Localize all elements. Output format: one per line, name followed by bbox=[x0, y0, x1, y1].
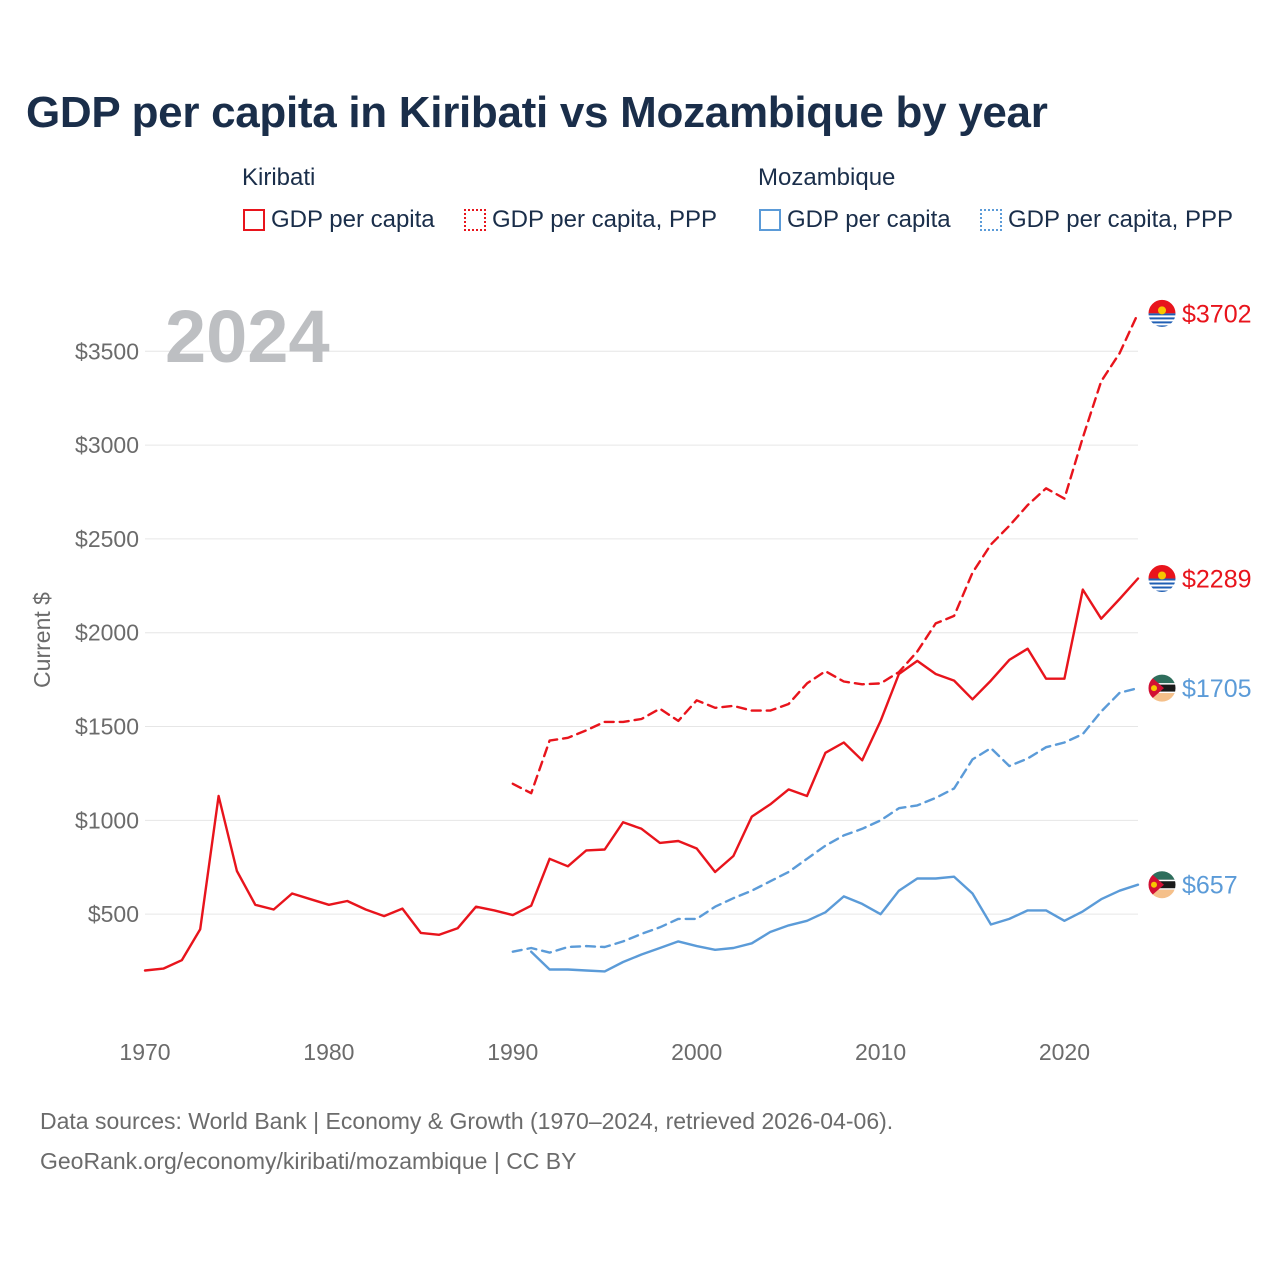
kiribati-flag-icon bbox=[1147, 298, 1177, 328]
axis-layer: $500 $1000 $1500 $2000 $2500 $3000 $3500 1970 19… bbox=[29, 338, 1090, 1065]
y-tick-label: $3500 bbox=[75, 338, 139, 364]
x-tick-label: 2020 bbox=[1039, 1039, 1090, 1065]
series-line-1[interactable] bbox=[511, 312, 1140, 795]
series-layer bbox=[143, 312, 1140, 973]
grid-layer bbox=[145, 350, 1138, 915]
legend-label: GDP per capita, PPP bbox=[492, 206, 717, 233]
y-tick-label: $1000 bbox=[75, 807, 139, 833]
y-tick-label: $1500 bbox=[75, 714, 139, 740]
x-tick-label: 2010 bbox=[855, 1039, 906, 1065]
legend-item-kiribati-gdp-ppp[interactable]: GDP per capita, PPP bbox=[464, 205, 717, 235]
legend-label: GDP per capita bbox=[787, 206, 951, 233]
y-tick-label: $2500 bbox=[75, 526, 139, 552]
series-line-0[interactable] bbox=[143, 577, 1140, 972]
end-label-layer: $2289 $3702 $657 $1705 bbox=[1147, 298, 1252, 900]
end-value-label: $2289 bbox=[1182, 566, 1252, 594]
end-value-label: $657 bbox=[1182, 872, 1238, 900]
y-axis-label: Current $ bbox=[29, 592, 55, 688]
legend-title-kiribati: Kiribati bbox=[242, 164, 316, 191]
legend-swatch-dotted-blue bbox=[980, 209, 1002, 231]
x-tick-label: 1990 bbox=[487, 1039, 538, 1065]
legend-item-mozambique-gdp[interactable]: GDP per capita bbox=[759, 205, 951, 235]
legend-title-mozambique: Mozambique bbox=[758, 164, 896, 191]
legend-item-kiribati-gdp[interactable]: GDP per capita bbox=[243, 205, 435, 235]
series-line-3[interactable] bbox=[511, 686, 1140, 954]
legend-item-mozambique-gdp-ppp[interactable]: GDP per capita, PPP bbox=[980, 205, 1233, 235]
series-line-2[interactable] bbox=[530, 875, 1140, 973]
y-tick-label: $2000 bbox=[75, 620, 139, 646]
chart-title: GDP per capita in Kiribati vs Mozambique… bbox=[26, 88, 1048, 137]
end-value-label: $1705 bbox=[1182, 675, 1252, 703]
legend-swatch-dotted-red bbox=[464, 209, 486, 231]
kiribati-flag-icon bbox=[1147, 564, 1177, 594]
x-tick-label: 1970 bbox=[119, 1039, 170, 1065]
y-tick-label: $500 bbox=[88, 901, 139, 927]
year-overlay: 2024 bbox=[165, 295, 330, 378]
footer-sources: Data sources: World Bank | Economy & Gro… bbox=[40, 1108, 894, 1134]
end-value-label: $3702 bbox=[1182, 300, 1252, 328]
mozambique-flag-icon bbox=[1147, 870, 1177, 900]
legend-swatch-solid-blue bbox=[759, 209, 781, 231]
legend-label: GDP per capita bbox=[271, 206, 435, 233]
footer-link[interactable]: GeoRank.org/economy/kiribati/mozambique … bbox=[40, 1148, 577, 1174]
legend-swatch-solid-red bbox=[243, 209, 265, 231]
y-tick-label: $3000 bbox=[75, 432, 139, 458]
mozambique-flag-icon bbox=[1147, 673, 1177, 703]
x-tick-label: 2000 bbox=[671, 1039, 722, 1065]
legend-label: GDP per capita, PPP bbox=[1008, 206, 1233, 233]
chart-area: 2024 $500 $1000 $1500 $2000 $2500 $3000 $3500 1… bbox=[29, 295, 1252, 1065]
x-tick-label: 1980 bbox=[303, 1039, 354, 1065]
